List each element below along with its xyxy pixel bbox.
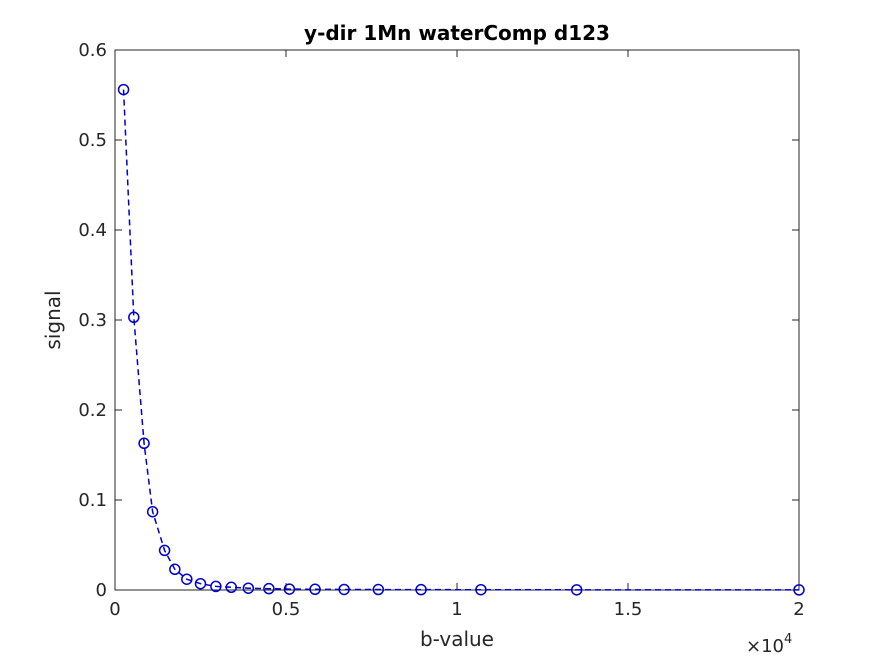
y-tick-label: 0.2 (78, 400, 107, 421)
data-point (128, 311, 140, 324)
data-point (309, 583, 321, 596)
chart-title: y-dir 1Mn waterComp d123 (304, 21, 610, 45)
data-point (283, 583, 296, 595)
x-tick-label: 2 (793, 599, 804, 620)
x-axis-exponent-power: 4 (784, 632, 792, 647)
y-tick-label: 0.1 (78, 490, 107, 511)
data-point (793, 584, 805, 596)
x-axis-exponent-base: ×10 (746, 636, 784, 657)
y-tick-label: 0.3 (78, 310, 107, 331)
data-point (242, 582, 255, 594)
data-point (146, 505, 159, 518)
series-line (122, 89, 800, 591)
data-point (225, 581, 238, 594)
plot-area (114, 49, 800, 591)
data-point (210, 580, 222, 593)
x-tick-label: 1.5 (614, 599, 643, 620)
y-tick-label: 0.5 (78, 130, 107, 151)
y-tick-label: 0.4 (78, 220, 107, 241)
y-axis-label: signal (41, 290, 65, 349)
data-point (117, 83, 130, 96)
data-point (138, 437, 150, 450)
data-point (181, 573, 193, 585)
axes-ticks: 0 0.5 1 1.5 2 0 0.1 0.2 0.3 0.4 0.5 0.6 (78, 40, 804, 620)
data-point (158, 544, 171, 557)
x-axis-label: b-value (420, 627, 494, 651)
data-point (194, 577, 207, 590)
data-point (415, 583, 427, 596)
x-tick-label: 0 (109, 599, 120, 620)
data-point (372, 583, 385, 596)
x-tick-label: 1 (451, 599, 462, 620)
data-series (117, 83, 805, 596)
data-point (169, 563, 181, 576)
y-tick-label: 0.6 (78, 40, 107, 61)
y-tick-label: 0 (96, 580, 107, 601)
data-point (263, 582, 275, 595)
data-point (570, 584, 583, 596)
data-point (475, 583, 487, 596)
x-axis-exponent: ×104 (746, 632, 792, 657)
x-tick-label: 0.5 (272, 599, 301, 620)
data-point (338, 583, 350, 596)
